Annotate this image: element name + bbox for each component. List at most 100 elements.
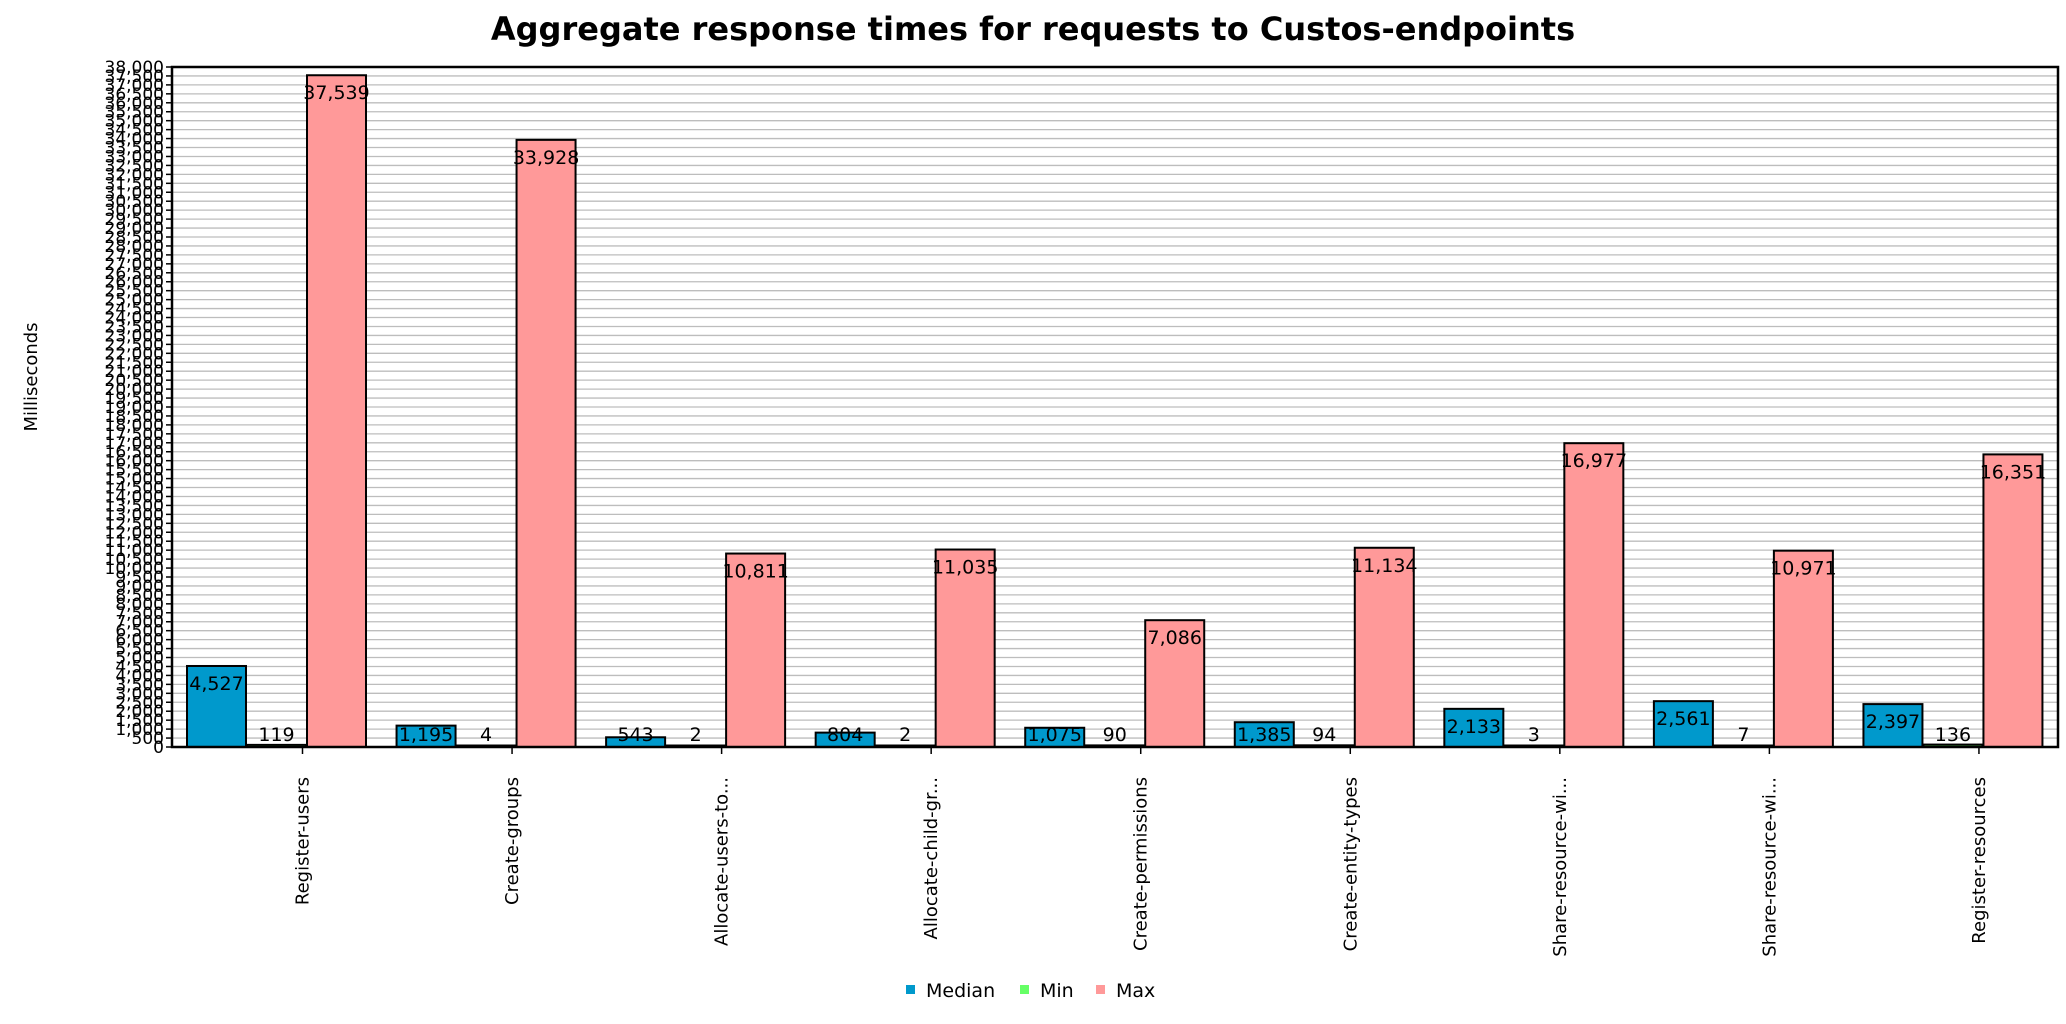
bar-median <box>1233 721 1295 748</box>
legend: Median Min Max <box>906 980 1155 1002</box>
bar-max <box>1772 549 1834 748</box>
y-tick-label: 20,000 <box>105 380 164 400</box>
y-tick-label: 29,500 <box>105 210 164 230</box>
y-tick-label: 32,500 <box>105 156 164 176</box>
legend-swatch-min <box>1020 985 1029 994</box>
y-tick-label: 23,000 <box>105 326 164 346</box>
y-tick-label: 31,500 <box>105 174 164 194</box>
y-tick-label: 13,000 <box>105 505 164 525</box>
bar-max <box>1563 442 1625 748</box>
y-tick-label: 23,500 <box>105 317 164 337</box>
data-label: 119 <box>258 724 294 746</box>
data-labels: 4,527 119 37,539 1,195 4 33,928 543 2 10,811 804 2… <box>189 82 2046 746</box>
y-tick-label: 8,500 <box>115 586 164 606</box>
legend-swatch-max <box>1096 985 1105 994</box>
y-tick-label: 16,000 <box>105 452 164 472</box>
y-tick-label: 24,500 <box>105 300 164 320</box>
data-label: 37,539 <box>303 82 369 104</box>
y-tick-label: 28,000 <box>105 237 164 257</box>
x-tick-label: Share-resource-wi... <box>1759 777 1780 957</box>
data-label: 2,133 <box>1447 716 1501 738</box>
bar-max <box>1982 453 2044 748</box>
data-label: 94 <box>1312 724 1336 746</box>
y-tick-label: 25,000 <box>105 291 164 311</box>
y-tick-label: 2,500 <box>115 693 164 713</box>
data-label: 90 <box>1103 724 1127 746</box>
bar-max <box>1353 546 1415 749</box>
y-tick-label: 20,500 <box>105 371 164 391</box>
data-label: 1,195 <box>399 724 453 746</box>
data-label: 2,561 <box>1656 708 1710 730</box>
y-tick-label: 36,500 <box>105 85 164 105</box>
data-label: 2 <box>690 724 702 746</box>
bar-median <box>186 664 247 749</box>
y-tick-label: 14,500 <box>105 479 164 499</box>
y-tick-label: 33,500 <box>105 139 164 159</box>
y-tick-label: 3,000 <box>115 684 164 704</box>
data-label: 16,977 <box>1561 450 1627 472</box>
y-tick-label: 10,500 <box>105 550 164 570</box>
y-tick-label: 7,500 <box>115 604 164 624</box>
y-tick-label: 9,500 <box>115 568 164 588</box>
y-tick-label: 11,000 <box>105 541 164 561</box>
y-axis-ticks: 05001,0001,5002,0002,5003,0003,5004,0004… <box>105 58 172 758</box>
x-tick-label: Create-entity-types <box>1340 777 1361 951</box>
y-tick-label: 19,500 <box>105 389 164 409</box>
x-tick-label: Register-resources <box>1969 777 1990 944</box>
y-tick-label: 6,000 <box>115 631 164 651</box>
data-label: 7 <box>1737 724 1749 746</box>
data-label: 4 <box>480 724 492 746</box>
x-tick-label: Create-groups <box>502 777 523 905</box>
y-tick-label: 38,000 <box>105 58 164 78</box>
chart-title: Aggregate response times for requests to… <box>491 10 1575 48</box>
legend-label-max: Max <box>1116 980 1155 1002</box>
y-tick-label: 9,000 <box>115 577 164 597</box>
y-tick-label: 17,500 <box>105 425 164 445</box>
y-tick-label: 21,000 <box>105 362 164 382</box>
data-label: 33,928 <box>513 147 579 169</box>
data-label: 10,971 <box>1770 558 1836 580</box>
y-tick-label: 37,000 <box>105 76 164 96</box>
y-tick-label: 1,000 <box>115 720 164 740</box>
grid <box>172 66 2058 748</box>
x-tick-label: Share-resource-wi... <box>1550 777 1571 957</box>
data-label: 4,527 <box>189 673 243 695</box>
y-tick-label: 35,500 <box>105 103 164 123</box>
y-tick-label: 17,000 <box>105 434 164 454</box>
bar-max <box>306 74 367 749</box>
data-label: 1,385 <box>1237 724 1291 746</box>
y-tick-label: 5,500 <box>115 640 164 660</box>
y-tick-label: 13,500 <box>105 496 164 516</box>
y-tick-label: 29,000 <box>105 219 164 239</box>
y-tick-label: 24,000 <box>105 309 164 329</box>
y-tick-label: 14,000 <box>105 487 164 507</box>
legend-label-median: Median <box>926 980 995 1002</box>
y-tick-label: 34,000 <box>105 130 164 150</box>
y-tick-label: 22,500 <box>105 335 164 355</box>
y-tick-label: 26,000 <box>105 273 164 293</box>
x-tick-label: Allocate-child-gr... <box>921 777 942 939</box>
y-tick-label: 31,000 <box>105 183 164 203</box>
data-label: 2 <box>899 724 911 746</box>
y-tick-label: 10,000 <box>105 559 164 579</box>
y-tick-label: 0 <box>153 738 164 758</box>
y-tick-label: 4,000 <box>115 666 164 686</box>
y-tick-label: 36,000 <box>105 94 164 114</box>
data-label: 7,086 <box>1148 627 1202 649</box>
data-label: 16,351 <box>1980 461 2046 483</box>
data-label: 543 <box>617 724 653 746</box>
data-label: 10,811 <box>722 561 788 583</box>
y-tick-label: 28,500 <box>105 228 164 248</box>
y-tick-label: 32,000 <box>105 165 164 185</box>
legend-label-min: Min <box>1040 980 1074 1002</box>
y-tick-label: 37,500 <box>105 67 164 87</box>
y-tick-label: 7,000 <box>115 613 164 633</box>
bar-median <box>1443 707 1505 748</box>
y-tick-label: 27,000 <box>105 255 164 275</box>
data-label: 2,397 <box>1866 711 1920 733</box>
y-tick-label: 34,500 <box>105 121 164 141</box>
y-tick-label: 15,000 <box>105 470 164 490</box>
data-label: 804 <box>827 724 863 746</box>
y-tick-label: 11,500 <box>105 532 164 552</box>
